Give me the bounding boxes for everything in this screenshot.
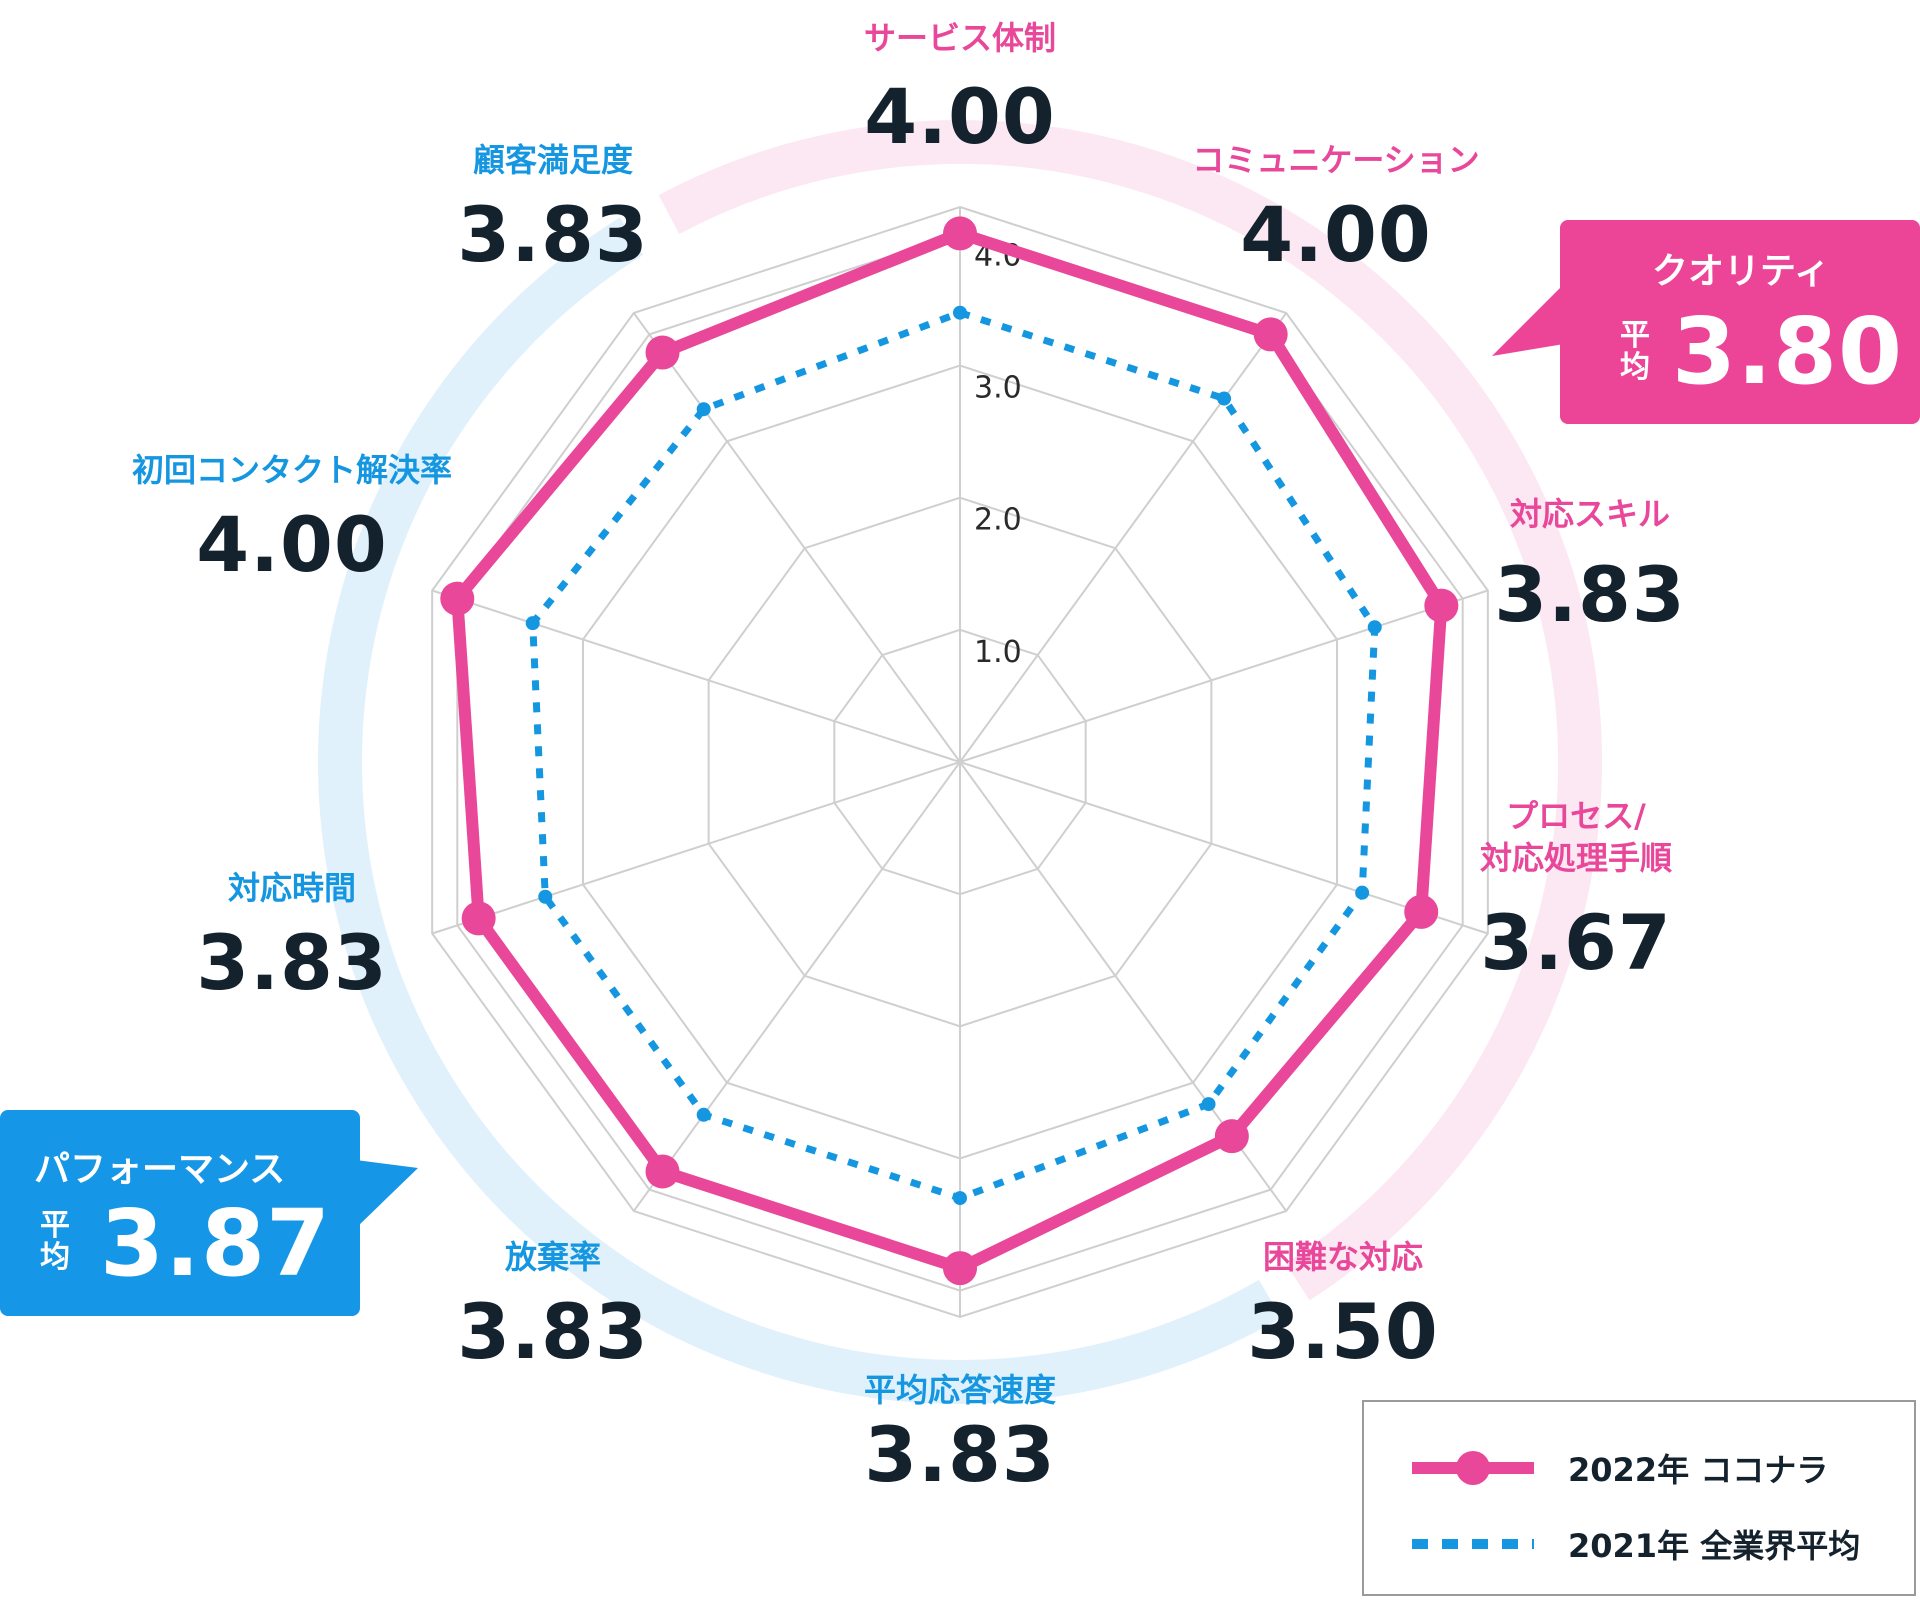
axis-label-3: 対応スキル <box>1509 495 1671 533</box>
axis-label-9: 初回コンタクト解決率 <box>131 451 453 489</box>
series-2022-point-10 <box>645 335 680 370</box>
axis-value-5: 3.50 <box>1247 1287 1439 1376</box>
axis-value-3: 3.83 <box>1494 550 1686 639</box>
axis-label-6: 平均応答速度 <box>863 1371 1057 1409</box>
series-2022-line <box>451 227 1448 1275</box>
series-2022-point-1 <box>943 216 977 251</box>
axis-value-6: 3.83 <box>864 1410 1056 1499</box>
performance-callout-pointer <box>356 1160 418 1228</box>
grid-spoke-9 <box>431 589 961 763</box>
axis-value-7: 3.83 <box>457 1287 649 1376</box>
series-2022-point-9 <box>440 581 475 616</box>
legend-swatch-dotted-icon <box>1412 1539 1534 1549</box>
legend-label-2021: 2021年 全業界平均 <box>1568 1527 1861 1565</box>
performance-avg-label: 平 均 <box>38 1210 72 1273</box>
tick-label-3.0: 3.0 <box>974 371 1022 406</box>
series-2022-point-7 <box>645 1154 680 1189</box>
legend: 2022年 ココナラ 2021年 全業界平均 <box>1362 1400 1916 1596</box>
grid-spoke-2 <box>959 312 1288 763</box>
axis-label-10: 顧客満足度 <box>472 141 634 179</box>
group-bands <box>317 119 1603 1405</box>
series-2021-point-3 <box>1367 620 1382 635</box>
axis-value-2: 4.00 <box>1240 190 1432 279</box>
series-2022-point-4 <box>1404 894 1439 929</box>
tick-label-1.0: 1.0 <box>974 635 1022 670</box>
axis-label-4: プロセス/ 対応処理手順 <box>1479 797 1673 877</box>
performance-avg-value: 3.87 <box>100 1190 331 1297</box>
quality-avg-value: 3.80 <box>1672 298 1903 405</box>
radar-grid <box>431 205 1489 1319</box>
axis-value-8: 3.83 <box>196 918 388 1007</box>
series-2022-point-5 <box>1214 1119 1249 1154</box>
performance-callout-title: パフォーマンス <box>34 1149 286 1190</box>
grid-spoke-4 <box>959 761 1489 935</box>
series-2021-point-9 <box>525 616 540 631</box>
axis-value-1: 4.00 <box>864 72 1056 161</box>
series-2021-point-2 <box>1217 391 1232 406</box>
legend-item-2021: 2021年 全業界平均 <box>1408 1524 1861 1565</box>
performance-avg-text: 平 均 <box>40 1208 70 1275</box>
grid-spoke-7 <box>632 761 961 1212</box>
quality-avg-text: 平 均 <box>1620 318 1650 385</box>
series-2022-point-6 <box>943 1251 977 1286</box>
series-2021-line <box>529 309 1379 1202</box>
quality-avg-label: 平 均 <box>1618 320 1652 383</box>
series-2021-point-8 <box>538 889 553 904</box>
series-2022-point-8 <box>461 901 496 936</box>
series-layer <box>440 216 1459 1286</box>
series-2021-point-1 <box>953 305 967 320</box>
axis-value-9: 4.00 <box>196 500 388 589</box>
quality-average-callout: クオリティ 平 均 3.80 <box>1560 220 1920 424</box>
grid-spoke-8 <box>431 761 961 935</box>
legend-item-2022: 2022年 ココナラ <box>1408 1448 1829 1489</box>
grid-spoke-3 <box>959 589 1489 763</box>
quality-band <box>658 119 1603 1301</box>
axis-label-8: 対応時間 <box>227 869 357 907</box>
axis-value-10: 3.83 <box>457 190 649 279</box>
series-2021-point-7 <box>696 1107 711 1122</box>
series-2021-point-5 <box>1201 1097 1216 1112</box>
grid-spoke-10 <box>632 312 961 763</box>
series-2021-point-4 <box>1355 885 1370 900</box>
tick-label-2.0: 2.0 <box>974 503 1022 538</box>
series-2021-point-6 <box>953 1191 967 1206</box>
axis-value-4: 3.67 <box>1480 898 1672 987</box>
axis-label-7: 放棄率 <box>504 1238 602 1276</box>
legend-label-2022: 2022年 ココナラ <box>1568 1451 1829 1489</box>
axis-label-5: 困難な対応 <box>1262 1238 1424 1276</box>
series-2022-point-2 <box>1253 317 1288 352</box>
quality-callout-title: クオリティ <box>1652 251 1830 292</box>
series-2022-point-3 <box>1424 588 1459 623</box>
axis-label-2: コミュニケーション <box>1192 141 1480 179</box>
axis-label-1: サービス体制 <box>863 19 1057 57</box>
series-2021-point-10 <box>696 402 711 417</box>
radial-tick-labels: 1.02.03.04.0 <box>974 238 1022 669</box>
performance-band <box>317 217 1281 1405</box>
legend-swatch-solid-icon <box>1412 1451 1534 1485</box>
performance-average-callout: パフォーマンス 平 均 3.87 <box>0 1110 360 1316</box>
